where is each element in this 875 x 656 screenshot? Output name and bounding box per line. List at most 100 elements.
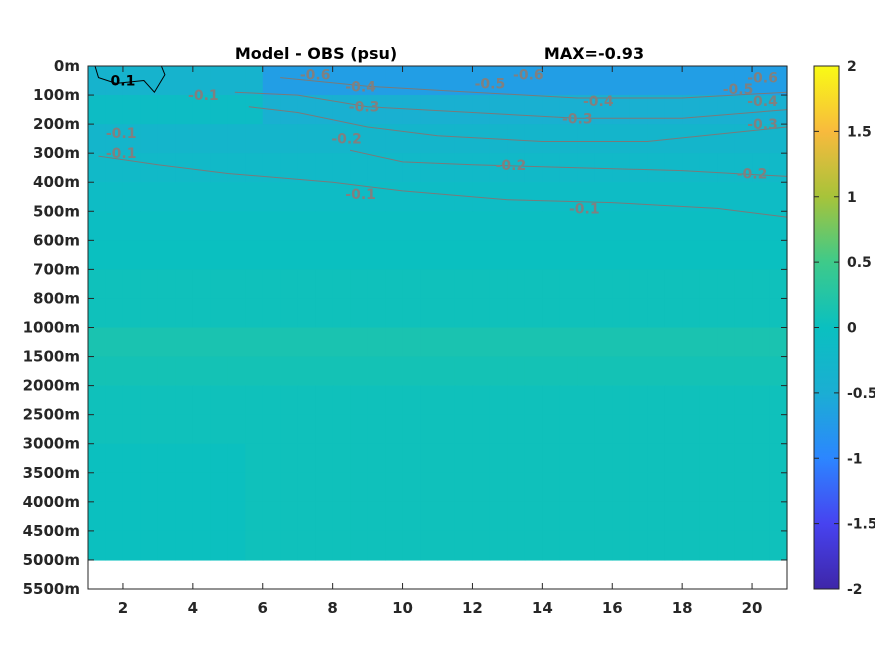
- heatmap-cell: [245, 66, 264, 96]
- heatmap-cell: [629, 95, 648, 125]
- heatmap-cell: [350, 269, 369, 300]
- heatmap-cell: [140, 269, 159, 300]
- heatmap-cell: [507, 182, 526, 212]
- heatmap-cell: [524, 356, 543, 387]
- heatmap-cell: [524, 269, 543, 300]
- heatmap-cell: [734, 66, 753, 96]
- heatmap-cell: [542, 501, 561, 532]
- heatmap-cell: [402, 66, 421, 96]
- heatmap-cell: [210, 95, 229, 125]
- y-tick-label: 300m: [33, 144, 80, 162]
- heatmap-cell: [699, 414, 718, 445]
- y-tick-label: 3000m: [23, 435, 80, 453]
- heatmap-cell: [192, 356, 211, 387]
- heatmap-cell: [454, 501, 474, 532]
- heatmap-cell: [350, 182, 369, 212]
- heatmap-cell: [647, 530, 666, 561]
- heatmap-cell: [769, 211, 788, 241]
- heatmap-cell: [699, 124, 718, 154]
- heatmap-cell: [420, 530, 439, 561]
- colorbar-tick-label: 0: [847, 321, 857, 337]
- heatmap-cell: [227, 385, 246, 416]
- heatmap-cell: [402, 327, 421, 358]
- heatmap-cell: [350, 298, 369, 329]
- heatmap-cell: [88, 501, 107, 532]
- heatmap-cell: [420, 443, 439, 474]
- heatmap-cell: [245, 240, 264, 270]
- heatmap-cell: [629, 443, 648, 474]
- heatmap-cell: [682, 240, 701, 270]
- heatmap-cell: [350, 327, 369, 358]
- heatmap-cell: [489, 298, 508, 329]
- heatmap-cell: [210, 211, 229, 241]
- heatmap-cell: [175, 182, 194, 212]
- heatmap-cell: [210, 501, 229, 532]
- heatmap-cell: [315, 240, 334, 270]
- x-tick-label: 16: [602, 599, 623, 617]
- heatmap-cell: [699, 298, 718, 329]
- heatmap-cell: [402, 414, 421, 445]
- colorbar-tick-label: 1.5: [847, 124, 872, 140]
- heatmap-cell: [647, 327, 666, 358]
- y-tick-label: 1000m: [23, 319, 80, 337]
- heatmap-cell: [210, 124, 229, 154]
- heatmap-cell: [489, 269, 508, 300]
- y-tick-label: 1500m: [23, 348, 80, 366]
- heatmap-cell: [489, 414, 508, 445]
- heatmap-cell: [175, 414, 194, 445]
- heatmap-cell: [350, 501, 369, 532]
- heatmap-cell: [454, 356, 474, 387]
- heatmap-cell: [192, 95, 211, 125]
- heatmap-cell: [647, 211, 666, 241]
- heatmap-cell: [524, 327, 543, 358]
- heatmap-cell: [227, 211, 246, 241]
- y-tick-label: 5500m: [23, 580, 80, 598]
- heatmap-cell: [734, 182, 753, 212]
- heatmap-cell: [717, 443, 736, 474]
- heatmap-cell: [472, 95, 491, 125]
- heatmap-cell: [472, 240, 491, 270]
- heatmap-cell: [699, 443, 718, 474]
- heatmap-cell: [507, 530, 526, 561]
- heatmap-cell: [542, 240, 561, 270]
- heatmap-cell: [122, 124, 142, 154]
- heatmap-cell: [262, 269, 281, 300]
- heatmap-cell: [245, 501, 264, 532]
- heatmap-cell: [122, 182, 142, 212]
- y-tick-label: 200m: [33, 115, 80, 133]
- chart-max-label: MAX=-0.93: [544, 44, 644, 63]
- heatmap-cell: [507, 414, 526, 445]
- heatmap-cell: [734, 153, 753, 183]
- heatmap-cell: [420, 211, 439, 241]
- heatmap-cell: [122, 414, 142, 445]
- heatmap-cell: [140, 472, 159, 503]
- heatmap-cell: [507, 385, 526, 416]
- heatmap-cell: [664, 240, 683, 270]
- contour-label: -0.3: [562, 111, 593, 127]
- heatmap-cell: [524, 414, 543, 445]
- heatmap-cell: [227, 153, 246, 183]
- heatmap-cell: [629, 414, 648, 445]
- heatmap-cell: [140, 211, 159, 241]
- heatmap-cell: [769, 153, 788, 183]
- heatmap-cell: [437, 501, 456, 532]
- heatmap-cell: [612, 385, 631, 416]
- heatmap-cell: [577, 182, 596, 212]
- heatmap-cell: [402, 269, 421, 300]
- heatmap-cell: [472, 501, 491, 532]
- heatmap-cell: [402, 501, 421, 532]
- heatmap-cell: [105, 95, 124, 125]
- heatmap-cell: [682, 443, 701, 474]
- y-tick-label: 2000m: [23, 377, 80, 395]
- heatmap-cell: [280, 95, 299, 125]
- heatmap-cell: [769, 269, 788, 300]
- heatmap-cell: [507, 501, 526, 532]
- heatmap-cell: [489, 472, 508, 503]
- heatmap-cell: [507, 240, 526, 270]
- heatmap-cell: [420, 153, 439, 183]
- heatmap-cell: [542, 95, 561, 125]
- heatmap-cell: [524, 182, 543, 212]
- heatmap-cell: [612, 240, 631, 270]
- heatmap-cell: [175, 472, 194, 503]
